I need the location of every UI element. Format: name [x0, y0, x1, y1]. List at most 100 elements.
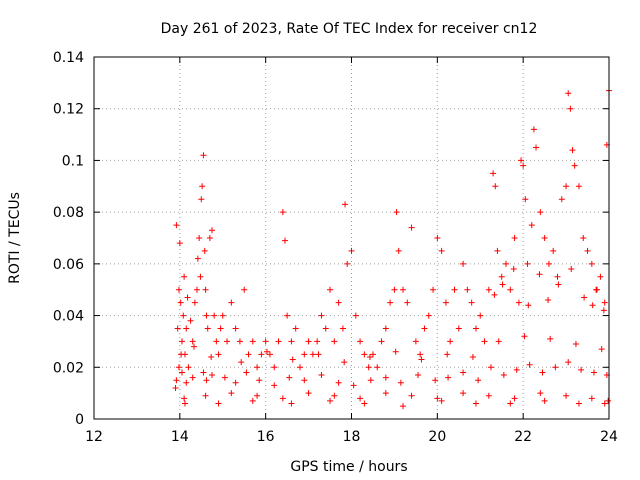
- data-point: [203, 312, 210, 319]
- data-point: [221, 374, 228, 381]
- data-point: [177, 299, 184, 306]
- data-point: [357, 395, 364, 402]
- data-point: [258, 351, 265, 358]
- y-axis-label: ROTI / TECUs: [7, 192, 23, 284]
- data-point: [382, 374, 389, 381]
- data-point: [184, 294, 191, 301]
- data-point: [352, 312, 359, 319]
- data-point: [567, 105, 574, 112]
- data-point: [196, 235, 203, 241]
- data-point: [601, 299, 608, 306]
- data-point: [528, 222, 535, 229]
- x-tick-label: 14: [171, 429, 189, 445]
- data-point: [175, 286, 182, 293]
- data-point: [521, 333, 528, 340]
- data-point: [507, 286, 514, 293]
- data-point: [472, 400, 479, 407]
- data-point: [554, 273, 561, 280]
- data-point: [495, 338, 502, 345]
- data-point: [522, 196, 529, 203]
- data-point: [451, 286, 458, 293]
- data-point: [578, 366, 585, 373]
- data-point: [211, 312, 218, 319]
- data-point: [369, 351, 376, 358]
- data-point: [588, 260, 595, 267]
- data-point: [563, 183, 570, 190]
- data-point: [515, 299, 522, 306]
- data-point: [178, 338, 185, 345]
- data-point: [228, 299, 235, 306]
- data-point: [348, 247, 355, 254]
- data-point: [245, 351, 252, 358]
- data-point: [219, 312, 226, 319]
- data-point: [545, 260, 552, 267]
- data-point: [335, 379, 342, 386]
- data-point: [425, 312, 432, 319]
- data-point: [271, 382, 278, 389]
- data-point: [292, 325, 299, 332]
- data-point: [571, 162, 578, 169]
- data-point: [236, 338, 243, 345]
- data-point: [387, 299, 394, 306]
- x-tick-label: 18: [343, 429, 361, 445]
- y-tick-label: 0.02: [53, 360, 84, 376]
- data-point: [581, 294, 588, 301]
- data-point: [194, 255, 201, 262]
- data-point: [301, 351, 308, 358]
- data-points: [172, 87, 612, 410]
- data-point: [400, 286, 406, 293]
- data-point: [339, 325, 346, 332]
- data-point: [181, 395, 188, 402]
- data-point: [498, 273, 505, 280]
- data-point: [254, 364, 261, 371]
- data-point: [202, 286, 209, 293]
- data-point: [590, 369, 597, 376]
- data-point: [537, 390, 544, 397]
- data-point: [499, 281, 506, 288]
- data-point: [286, 374, 293, 381]
- data-point: [494, 247, 501, 254]
- data-point: [203, 377, 210, 384]
- data-point: [432, 377, 439, 384]
- data-point: [491, 291, 498, 298]
- data-point: [366, 353, 373, 360]
- data-point: [400, 403, 406, 410]
- data-point: [395, 247, 402, 254]
- data-point: [518, 157, 525, 164]
- data-point: [318, 372, 325, 379]
- data-point: [490, 170, 497, 177]
- data-point: [404, 299, 411, 306]
- y-tick-label: 0.04: [53, 309, 84, 325]
- data-point: [460, 369, 467, 376]
- data-point: [550, 247, 557, 254]
- data-point: [472, 325, 479, 332]
- data-point: [445, 374, 452, 381]
- data-point: [503, 260, 509, 267]
- data-point: [206, 235, 213, 241]
- data-point: [555, 281, 562, 288]
- data-point: [202, 392, 209, 399]
- data-point: [605, 397, 612, 404]
- data-point: [262, 338, 269, 345]
- data-point: [469, 353, 476, 360]
- data-point: [309, 351, 316, 358]
- data-point: [201, 247, 208, 254]
- data-point: [412, 338, 419, 345]
- data-point: [485, 392, 492, 399]
- data-point: [279, 209, 286, 216]
- data-point: [314, 338, 321, 345]
- data-point: [539, 369, 546, 376]
- data-point: [391, 286, 398, 293]
- data-point: [475, 377, 482, 384]
- data-point: [563, 392, 570, 399]
- data-point: [172, 384, 179, 391]
- data-point: [209, 372, 216, 379]
- data-point: [199, 183, 206, 190]
- x-tick-label: 12: [85, 429, 103, 445]
- data-point: [481, 338, 488, 345]
- data-point: [415, 372, 422, 379]
- data-point: [536, 271, 543, 278]
- data-point: [232, 325, 239, 332]
- data-point: [510, 266, 517, 273]
